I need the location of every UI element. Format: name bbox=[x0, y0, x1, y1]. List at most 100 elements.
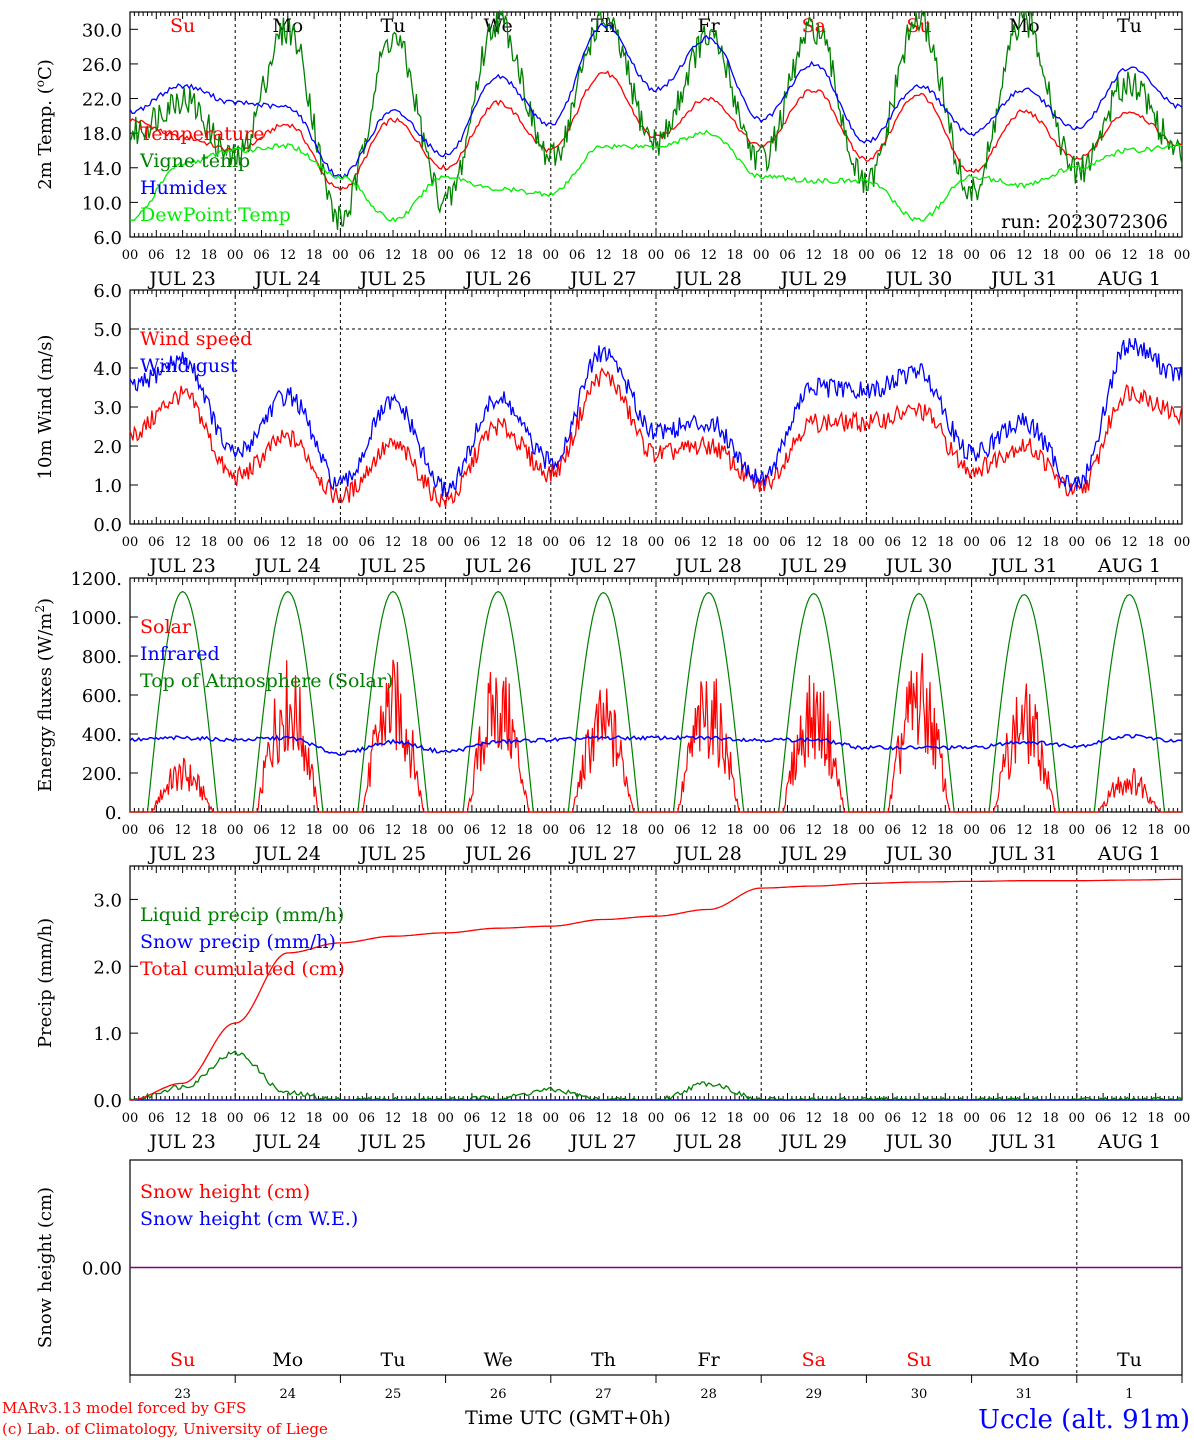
xaxis-title: Time UTC (GMT+0h) bbox=[465, 1407, 671, 1429]
date-label: JUL 29 bbox=[779, 843, 847, 865]
hour-tick-label: 00 bbox=[122, 1111, 139, 1126]
hour-tick-label: 00 bbox=[1174, 823, 1191, 838]
hour-tick-label: 12 bbox=[700, 1111, 717, 1126]
hour-tick-label: 06 bbox=[148, 823, 165, 838]
hour-tick-label: 18 bbox=[411, 823, 428, 838]
hour-tick-label: 06 bbox=[884, 248, 901, 263]
hour-tick-label: 00 bbox=[858, 823, 875, 838]
hour-tick-label: 18 bbox=[306, 1111, 323, 1126]
date-label: JUL 27 bbox=[568, 268, 636, 290]
hour-tick-label: 12 bbox=[385, 823, 402, 838]
hour-tick-label: 00 bbox=[858, 248, 875, 263]
hour-tick-label: 18 bbox=[516, 535, 533, 550]
y-axis-label: Snow height (cm) bbox=[35, 1187, 56, 1348]
hour-tick-label: 00 bbox=[963, 823, 980, 838]
hour-tick-label: 12 bbox=[700, 535, 717, 550]
hour-tick-label: 12 bbox=[911, 535, 928, 550]
date-label: JUL 24 bbox=[253, 555, 321, 577]
hour-tick-label: 18 bbox=[727, 1111, 744, 1126]
day-number-label: 31 bbox=[1016, 1387, 1033, 1402]
day-number-label: 23 bbox=[174, 1387, 191, 1402]
hour-tick-label: 00 bbox=[1069, 823, 1086, 838]
temperature-panel: 00 06 12 18 00 06 12 18 00 06 12 18 00 06 12 18 00 06 12 18… bbox=[33, 9, 1191, 290]
date-label: JUL 27 bbox=[568, 555, 636, 577]
date-label: JUL 30 bbox=[884, 843, 952, 865]
hour-tick-label: 00 bbox=[858, 535, 875, 550]
date-label: JUL 25 bbox=[358, 843, 426, 865]
hour-tick-label: 18 bbox=[1042, 1111, 1059, 1126]
temperature-series bbox=[129, 9, 1183, 230]
y-tick-label: 22.0 bbox=[82, 90, 122, 111]
legend-entry: Snow height (cm W.E.) bbox=[140, 1208, 358, 1230]
hour-tick-label: 18 bbox=[1147, 1111, 1164, 1126]
hour-tick-label: 18 bbox=[516, 248, 533, 263]
hour-tick-label: 06 bbox=[884, 535, 901, 550]
hour-tick-label: 06 bbox=[674, 1111, 691, 1126]
hour-tick-label: 18 bbox=[832, 1111, 849, 1126]
hour-tick-label: 00 bbox=[543, 1111, 560, 1126]
date-label: JUL 28 bbox=[673, 268, 741, 290]
weekday-label: Su bbox=[170, 1349, 195, 1371]
y-axis-label: 10m Wind (m/s) bbox=[35, 335, 56, 480]
hour-tick-label: 12 bbox=[280, 823, 297, 838]
y-tick-label: 2.0 bbox=[93, 437, 122, 458]
y-axis-label: Energy fluxes (W/m2) bbox=[33, 598, 56, 792]
hour-tick-label: 00 bbox=[122, 823, 139, 838]
hour-tick-label: 12 bbox=[490, 823, 507, 838]
hour-tick-label: 06 bbox=[253, 535, 270, 550]
hour-tick-label: 00 bbox=[753, 248, 770, 263]
y-tick-label: 400. bbox=[82, 725, 122, 746]
hour-tick-label: 00 bbox=[543, 248, 560, 263]
y-tick-label: 0.00 bbox=[82, 1259, 122, 1280]
hour-tick-label: 12 bbox=[700, 823, 717, 838]
hour-tick-label: 18 bbox=[411, 1111, 428, 1126]
hour-tick-label: 18 bbox=[411, 535, 428, 550]
hour-tick-label: 06 bbox=[1095, 1111, 1112, 1126]
weekday-label: Tu bbox=[1117, 15, 1142, 37]
hour-tick-label: 00 bbox=[332, 1111, 349, 1126]
hour-tick-label: 18 bbox=[621, 1111, 638, 1126]
hour-tick-label: 06 bbox=[358, 823, 375, 838]
hour-tick-label: 06 bbox=[569, 248, 586, 263]
y-tick-label: 1200. bbox=[70, 569, 122, 590]
hour-tick-label: 18 bbox=[516, 823, 533, 838]
date-label: AUG 1 bbox=[1097, 1131, 1161, 1153]
hour-tick-label: 00 bbox=[648, 1111, 665, 1126]
weekday-label: Mo bbox=[272, 1349, 303, 1371]
hour-tick-label: 00 bbox=[963, 248, 980, 263]
hour-tick-label: 12 bbox=[1016, 1111, 1033, 1126]
hour-tick-label: 18 bbox=[201, 248, 218, 263]
run-label: run: 2023072306 bbox=[1001, 211, 1168, 233]
day-number-label: 24 bbox=[280, 1387, 297, 1402]
hour-tick-label: 00 bbox=[332, 535, 349, 550]
hour-tick-label: 12 bbox=[1016, 823, 1033, 838]
hour-tick-label: 06 bbox=[990, 823, 1007, 838]
series-line-temperature bbox=[129, 70, 1183, 192]
hour-tick-label: 00 bbox=[1174, 248, 1191, 263]
hour-tick-label: 18 bbox=[727, 248, 744, 263]
hour-tick-label: 00 bbox=[437, 1111, 454, 1126]
hour-tick-label: 18 bbox=[1042, 823, 1059, 838]
date-label: JUL 25 bbox=[358, 555, 426, 577]
date-label: JUL 28 bbox=[673, 843, 741, 865]
hour-tick-label: 12 bbox=[806, 1111, 823, 1126]
infrared-line bbox=[129, 733, 1183, 757]
hour-tick-label: 00 bbox=[1069, 1111, 1086, 1126]
hour-tick-label: 12 bbox=[1121, 535, 1138, 550]
hour-tick-label: 12 bbox=[1121, 1111, 1138, 1126]
hour-tick-label: 06 bbox=[569, 1111, 586, 1126]
hour-tick-label: 12 bbox=[595, 823, 612, 838]
hour-tick-label: 00 bbox=[753, 1111, 770, 1126]
hour-tick-label: 00 bbox=[753, 823, 770, 838]
date-label: JUL 26 bbox=[463, 268, 531, 290]
hour-tick-label: 06 bbox=[990, 248, 1007, 263]
hour-tick-label: 00 bbox=[227, 823, 244, 838]
legend-entry: Snow precip (mm/h) bbox=[140, 931, 336, 953]
hour-tick-label: 06 bbox=[1095, 248, 1112, 263]
weekday-label: Fr bbox=[697, 15, 720, 37]
hour-tick-label: 12 bbox=[595, 248, 612, 263]
hour-tick-label: 06 bbox=[148, 1111, 165, 1126]
solar-line bbox=[130, 653, 1182, 813]
hour-tick-label: 00 bbox=[437, 535, 454, 550]
